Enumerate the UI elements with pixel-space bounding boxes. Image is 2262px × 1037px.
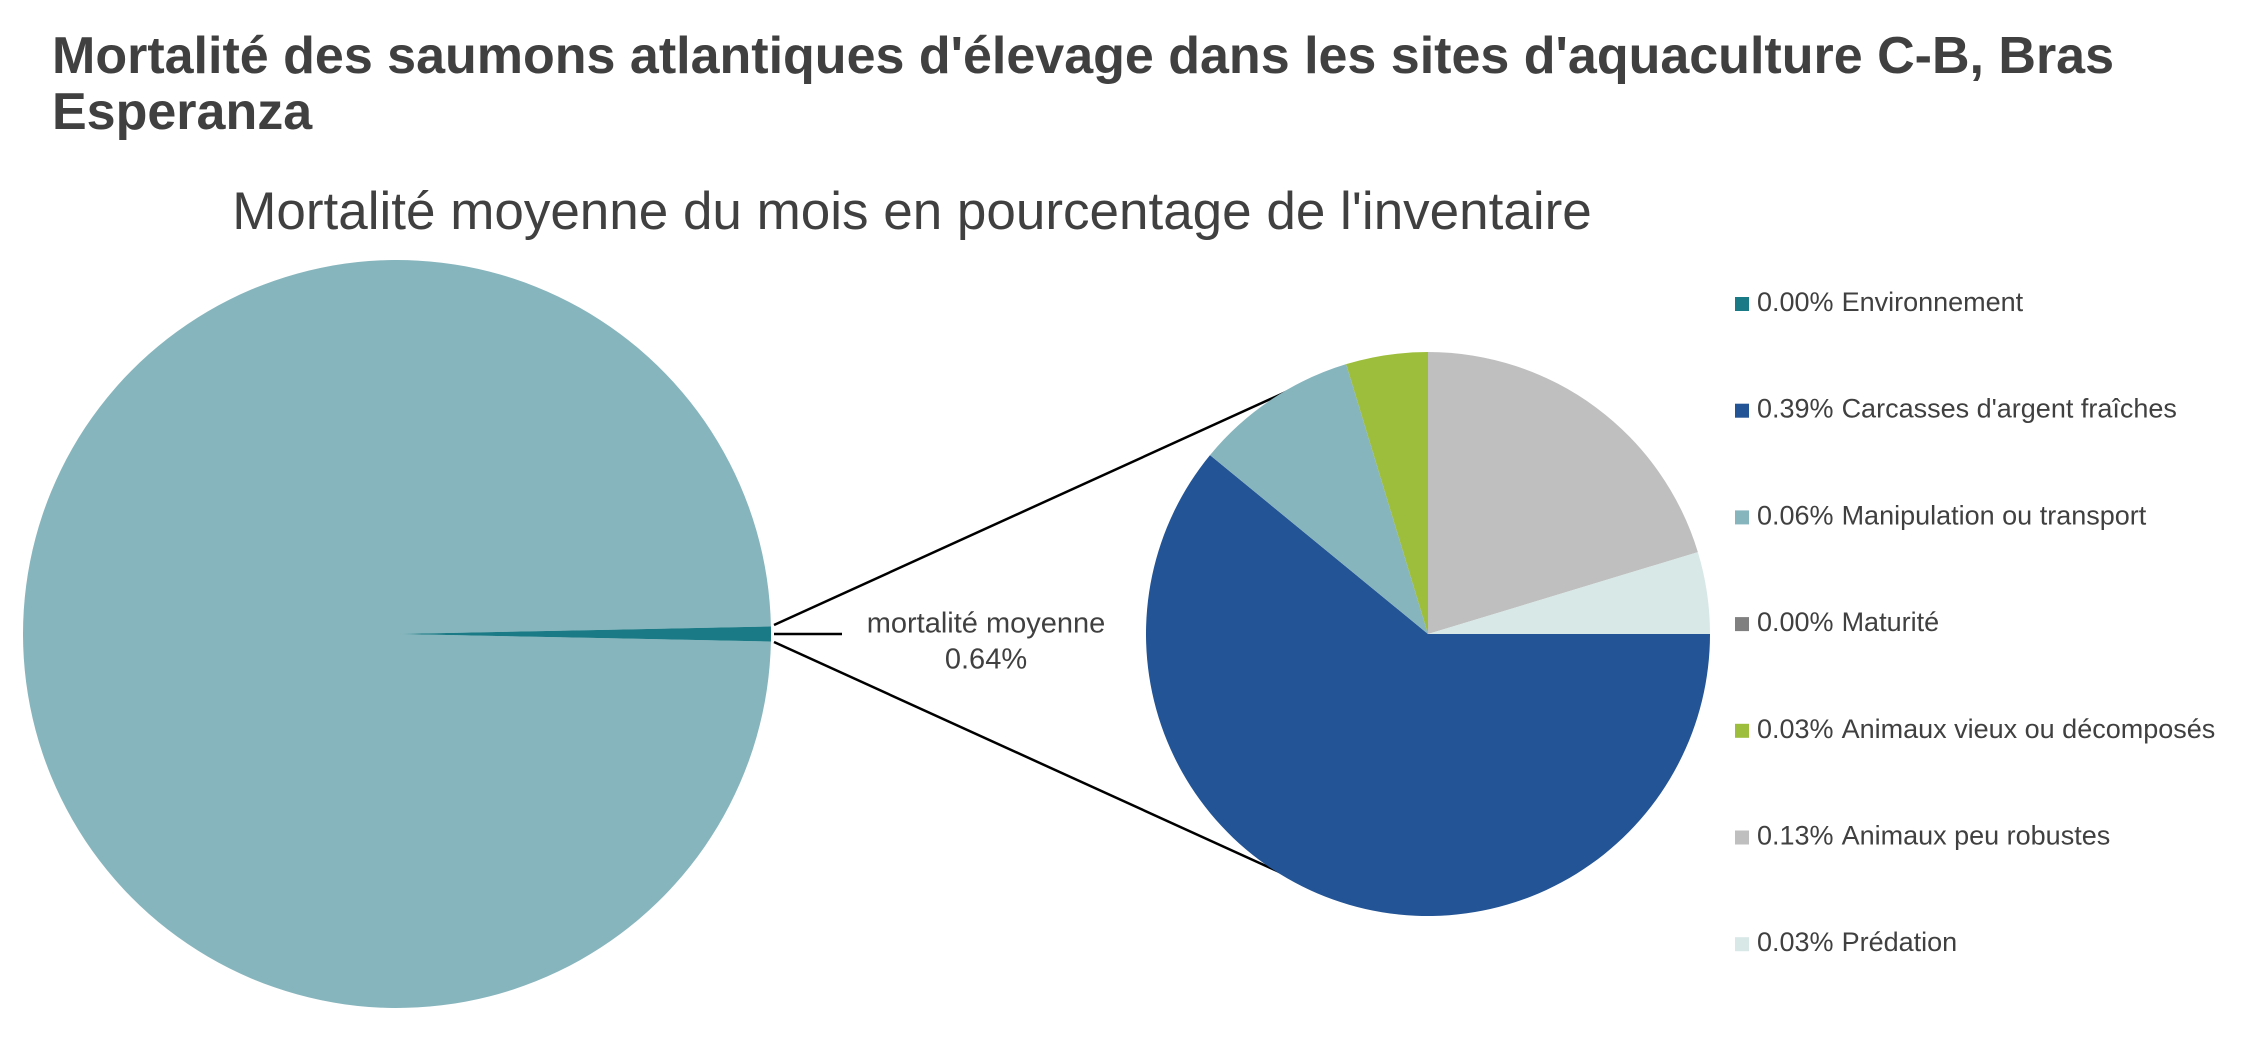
- pie-slice: [397, 626, 772, 642]
- legend-entry: 0.13% Animaux peu robustes: [1757, 821, 2110, 851]
- pie-slice: [1428, 351, 1698, 634]
- legend-entry: 0.00% Environnement: [1757, 287, 2024, 317]
- legend-label: Animaux vieux ou décomposés: [1842, 714, 2216, 744]
- legend-entry: 0.39% Carcasses d'argent fraîches: [1757, 394, 2177, 424]
- chart-subtitle: Mortalité moyenne du mois en pourcentage…: [232, 182, 1591, 241]
- data-label: 0.64%: [945, 644, 1027, 676]
- legend-entry: 0.03% Animaux vieux ou décomposés: [1757, 714, 2215, 744]
- legend-swatch: [1735, 403, 1749, 418]
- data-label: mortalité moyenne: [867, 608, 1106, 640]
- pie-slice: [1346, 352, 1428, 634]
- legend-value: 0.00%: [1757, 607, 1834, 637]
- connector-line: [773, 640, 1311, 888]
- pie-slice: [23, 260, 771, 1008]
- legend-swatch: [1735, 617, 1749, 632]
- legend-value: 0.06%: [1757, 501, 1834, 531]
- legend-entry: 0.03% Prédation: [1757, 927, 1957, 957]
- legend-value: 0.39%: [1757, 394, 1834, 424]
- legend-label: Prédation: [1842, 927, 1958, 957]
- legend-value: 0.03%: [1757, 927, 1834, 957]
- legend-value: 0.03%: [1757, 714, 1834, 744]
- legend-label: Environnement: [1842, 287, 2024, 317]
- pie-slice: [1210, 364, 1428, 634]
- legend-swatch: [1735, 510, 1749, 525]
- legend-swatch: [1735, 937, 1749, 952]
- legend-swatch: [1735, 830, 1749, 845]
- legend-entry: 0.00% Maturité: [1757, 607, 1939, 637]
- legend-swatch: [1735, 297, 1749, 311]
- legend-label: Manipulation ou transport: [1842, 501, 2147, 531]
- connector-line: [773, 379, 1311, 627]
- legend-label: Carcasses d'argent fraîches: [1842, 394, 2177, 424]
- legend-swatch: [1735, 723, 1749, 738]
- legend-label: Animaux peu robustes: [1842, 821, 2111, 851]
- legend-entry: 0.06% Manipulation ou transport: [1757, 501, 2147, 531]
- chart-title: Mortalité des saumons atlantiques d'élev…: [52, 27, 2115, 141]
- legend-value: 0.00%: [1757, 287, 1834, 317]
- legend-label: Maturité: [1842, 607, 1940, 637]
- pie-slice: [1145, 455, 1710, 916]
- pie-slice: [1428, 552, 1710, 634]
- legend-value: 0.13%: [1757, 821, 1834, 851]
